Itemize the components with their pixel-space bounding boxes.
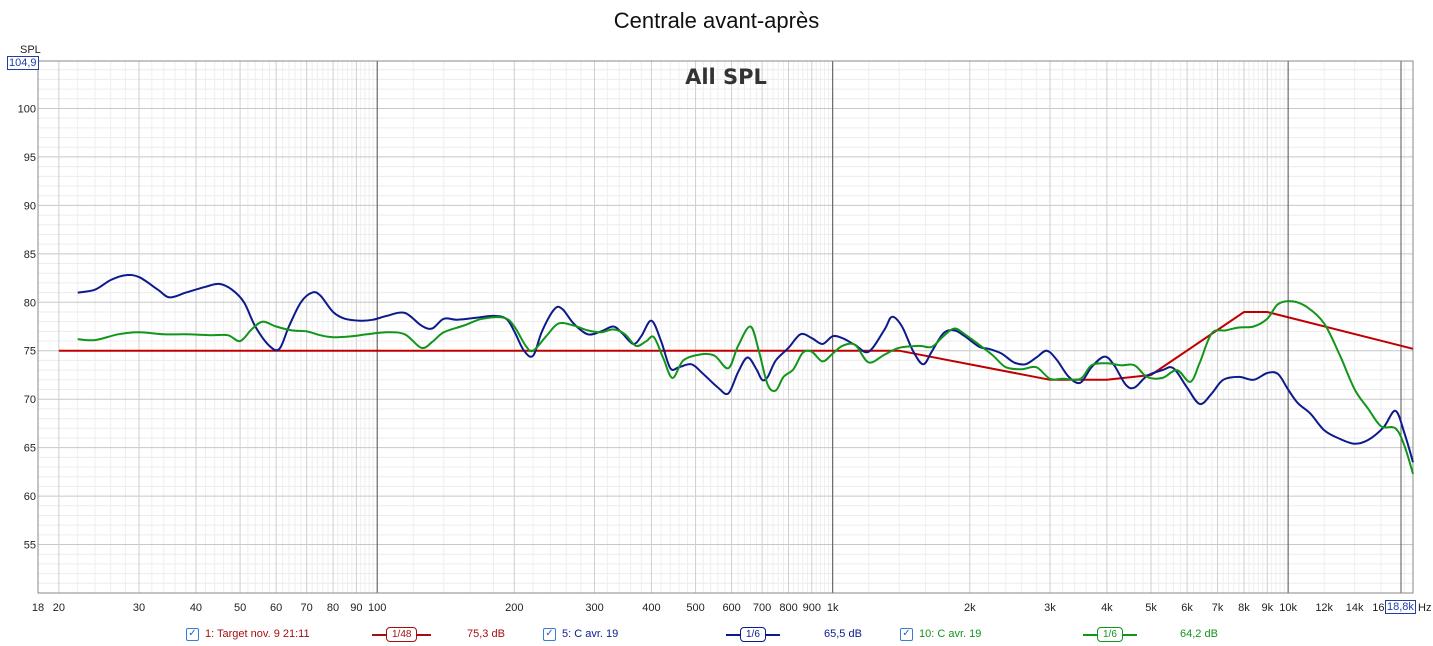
x-tick-label: 3k: [1044, 602, 1056, 614]
y-tick-label: 90: [24, 200, 36, 212]
x-tick-label: 700: [753, 602, 771, 614]
y-axis-label: SPL: [20, 44, 41, 56]
y-tick-label: 100: [18, 103, 36, 115]
smoothing-label: 1/48: [386, 627, 418, 642]
level-value: 65,5 dB: [824, 628, 862, 640]
x-tick-label: 5k: [1145, 602, 1157, 614]
x-tick-label: 90: [350, 602, 362, 614]
x-tick-label: 200: [505, 602, 523, 614]
legend-label: 10: C avr. 19: [919, 628, 982, 640]
x-tick-label: 14k: [1346, 602, 1364, 614]
legend-item-5[interactable]: ✓ 5: C avr. 19: [543, 626, 618, 642]
x-tick-label: 30: [133, 602, 145, 614]
y-tick-label: 95: [24, 152, 36, 164]
x-tick-label: 80: [327, 602, 339, 614]
x-tick-label: 18: [32, 602, 44, 614]
smoothing-button[interactable]: 1/48: [372, 627, 432, 642]
checkbox-icon[interactable]: ✓: [186, 627, 199, 641]
x-tick-label: 7k: [1212, 602, 1224, 614]
y-tick-label: 70: [24, 394, 36, 406]
line-swatch-icon: [372, 633, 386, 636]
x-tick-label: 9k: [1261, 602, 1273, 614]
checkbox-icon[interactable]: ✓: [900, 627, 913, 641]
x-tick-label: 10k: [1279, 602, 1297, 614]
smoothing-label: 1/6: [1097, 627, 1123, 642]
x-tick-label: 1k: [827, 602, 839, 614]
line-swatch-icon: [1122, 633, 1137, 636]
y-tick-label: 80: [24, 297, 36, 309]
y-tick-label: 75: [24, 346, 36, 358]
chart-title: Centrale avant-après: [613, 8, 820, 33]
x-tick-label: 40: [190, 602, 202, 614]
x-tick-label: 100: [368, 602, 386, 614]
x-tick-label: 2k: [964, 602, 976, 614]
smoothing-label: 1/6: [740, 627, 766, 642]
x-tick-label: 4k: [1101, 602, 1113, 614]
legend-label: 1: Target nov. 9 21:11: [205, 628, 310, 640]
smoothing-button[interactable]: 1/6: [1083, 627, 1137, 642]
x-tick-label: 500: [686, 602, 704, 614]
line-swatch-icon: [765, 633, 780, 636]
y-tick-label: 60: [24, 491, 36, 503]
legend-label: 5: C avr. 19: [562, 628, 619, 640]
x-tick-label: 6k: [1181, 602, 1193, 614]
line-swatch-icon: [1083, 633, 1097, 636]
y-tick-label: 65: [24, 443, 36, 455]
line-swatch-icon: [726, 633, 740, 636]
x-tick-label: 12k: [1315, 602, 1333, 614]
line-swatch-icon: [417, 633, 432, 636]
y-tick-label: 85: [24, 249, 36, 261]
x-tick-label: 600: [722, 602, 740, 614]
series-line-1: [58, 311, 1414, 381]
x-tick-label: 50: [234, 602, 246, 614]
x-tick-label: 70: [301, 602, 313, 614]
series-line-3: [77, 300, 1414, 475]
x-axis-label: Hz: [1418, 602, 1431, 614]
legend-item-target[interactable]: ✓ 1: Target nov. 9 21:11: [186, 626, 310, 642]
x-tick-label: 8k: [1238, 602, 1250, 614]
x-axis-max-value[interactable]: 18,8k: [1385, 600, 1416, 614]
checkbox-icon[interactable]: ✓: [543, 627, 556, 641]
level-value: 75,3 dB: [467, 628, 505, 640]
x-tick-label: 20: [53, 602, 65, 614]
x-tick-label: 900: [803, 602, 821, 614]
y-axis-max-value[interactable]: 104,9: [7, 56, 39, 70]
x-tick-label: 800: [779, 602, 797, 614]
smoothing-button[interactable]: 1/6: [726, 627, 780, 642]
x-tick-label: 400: [642, 602, 660, 614]
y-tick-label: 55: [24, 540, 36, 552]
series-line-2: [77, 273, 1414, 463]
x-tick-label: 300: [585, 602, 603, 614]
x-tick-label: 60: [270, 602, 282, 614]
legend-item-10[interactable]: ✓ 10: C avr. 19: [900, 626, 981, 642]
chart-subtitle: All SPL: [685, 65, 767, 89]
level-value: 64,2 dB: [1180, 628, 1218, 640]
